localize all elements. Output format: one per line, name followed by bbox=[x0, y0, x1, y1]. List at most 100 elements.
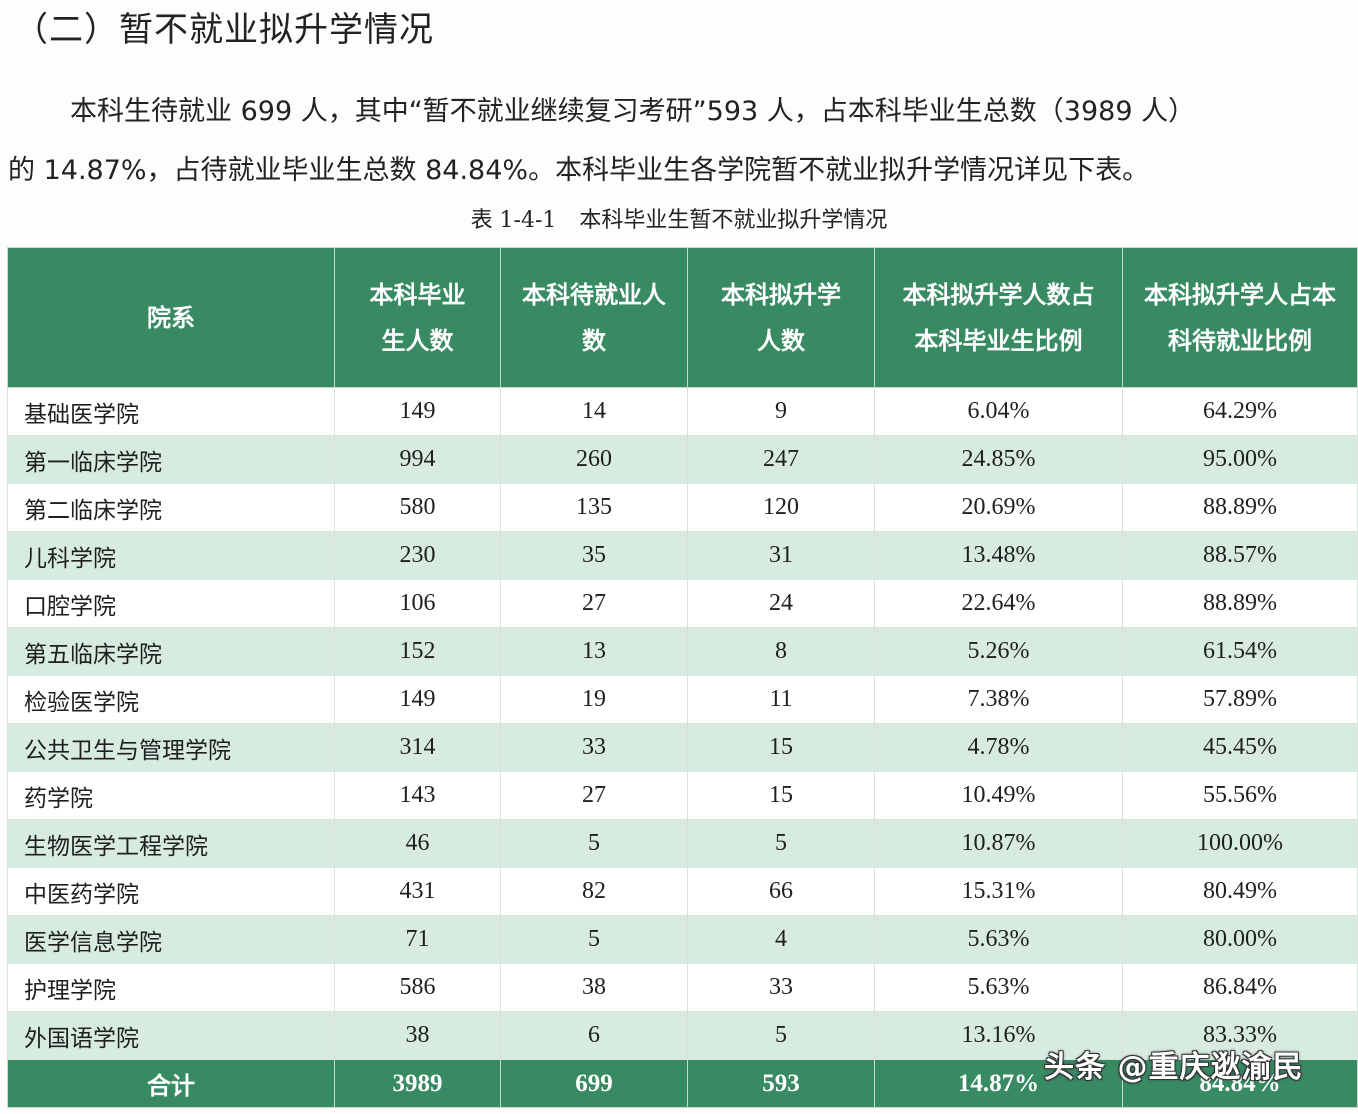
table-row: 儿科学院 230 35 31 13.48% 88.57% bbox=[7, 531, 1358, 580]
cell-further: 4 bbox=[687, 915, 875, 964]
cell-grads: 149 bbox=[334, 675, 501, 724]
cell-dept: 基础医学院 bbox=[7, 387, 335, 436]
total-further: 593 bbox=[687, 1059, 875, 1108]
header-dept: 院系 bbox=[7, 247, 335, 388]
cell-pct-pending: 86.84% bbox=[1122, 963, 1358, 1012]
paragraph-line-1: 本科生待就业 699 人，其中“暂不就业继续复习考研”593 人，占本科毕业生总… bbox=[70, 96, 1196, 127]
cell-pct-grads: 13.16% bbox=[874, 1011, 1123, 1060]
table-row: 生物医学工程学院 46 5 5 10.87% 100.00% bbox=[7, 819, 1358, 868]
cell-pending: 6 bbox=[500, 1011, 688, 1060]
cell-pct-grads: 4.78% bbox=[874, 723, 1123, 772]
cell-pct-grads: 7.38% bbox=[874, 675, 1123, 724]
cell-further: 5 bbox=[687, 819, 875, 868]
table-row: 医学信息学院 71 5 4 5.63% 80.00% bbox=[7, 915, 1358, 964]
further-study-table: 院系 本科毕业生人数 本科待就业人数 本科拟升学人数 本科拟升学人数占本科毕业生… bbox=[7, 247, 1358, 1108]
cell-pct-pending: 100.00% bbox=[1122, 819, 1358, 868]
cell-pct-grads: 10.49% bbox=[874, 771, 1123, 820]
cell-pct-grads: 13.48% bbox=[874, 531, 1123, 580]
cell-pct-grads: 15.31% bbox=[874, 867, 1123, 916]
cell-pct-pending: 80.49% bbox=[1122, 867, 1358, 916]
cell-dept: 第一临床学院 bbox=[7, 435, 335, 484]
cell-further: 120 bbox=[687, 483, 875, 532]
cell-pending: 82 bbox=[500, 867, 688, 916]
cell-dept: 儿科学院 bbox=[7, 531, 335, 580]
total-pct-grads: 14.87% bbox=[874, 1059, 1123, 1108]
cell-pct-pending: 83.33% bbox=[1122, 1011, 1358, 1060]
table-row: 第二临床学院 580 135 120 20.69% 88.89% bbox=[7, 483, 1358, 532]
cell-pct-pending: 95.00% bbox=[1122, 435, 1358, 484]
total-pending: 699 bbox=[500, 1059, 688, 1108]
cell-pct-pending: 64.29% bbox=[1122, 387, 1358, 436]
total-grads: 3989 bbox=[334, 1059, 501, 1108]
cell-grads: 152 bbox=[334, 627, 501, 676]
table-caption: 表 1-4-1 本科毕业生暂不就业拟升学情况 bbox=[0, 204, 1358, 238]
cell-dept: 药学院 bbox=[7, 771, 335, 820]
cell-dept: 检验医学院 bbox=[7, 675, 335, 724]
cell-pct-grads: 5.63% bbox=[874, 963, 1123, 1012]
cell-pct-pending: 55.56% bbox=[1122, 771, 1358, 820]
cell-pct-grads: 6.04% bbox=[874, 387, 1123, 436]
cell-pct-grads: 5.26% bbox=[874, 627, 1123, 676]
cell-pct-grads: 22.64% bbox=[874, 579, 1123, 628]
cell-grads: 994 bbox=[334, 435, 501, 484]
cell-dept: 外国语学院 bbox=[7, 1011, 335, 1060]
header-pending: 本科待就业人数 bbox=[500, 247, 688, 388]
cell-pending: 33 bbox=[500, 723, 688, 772]
table-total-row: 合计 3989 699 593 14.87% 84.84% bbox=[7, 1059, 1358, 1108]
cell-grads: 580 bbox=[334, 483, 501, 532]
cell-further: 9 bbox=[687, 387, 875, 436]
total-label: 合计 bbox=[7, 1059, 335, 1108]
header-pct-pending: 本科拟升学人占本科待就业比例 bbox=[1122, 247, 1358, 388]
cell-pending: 135 bbox=[500, 483, 688, 532]
cell-dept: 口腔学院 bbox=[7, 579, 335, 628]
cell-grads: 230 bbox=[334, 531, 501, 580]
watermark: 头条 @重庆逖渝民 bbox=[1044, 1050, 1304, 1085]
cell-grads: 314 bbox=[334, 723, 501, 772]
cell-further: 15 bbox=[687, 771, 875, 820]
cell-dept: 医学信息学院 bbox=[7, 915, 335, 964]
cell-further: 5 bbox=[687, 1011, 875, 1060]
paragraph-line-2: 的 14.87%，占待就业毕业生总数 84.84%。本科毕业生各学院暂不就业拟升… bbox=[8, 155, 1150, 186]
cell-pending: 5 bbox=[500, 915, 688, 964]
table-caption-number: 表 1-4-1 bbox=[470, 208, 557, 233]
cell-pending: 260 bbox=[500, 435, 688, 484]
cell-pending: 19 bbox=[500, 675, 688, 724]
table-row: 中医药学院 431 82 66 15.31% 80.49% bbox=[7, 867, 1358, 916]
cell-further: 11 bbox=[687, 675, 875, 724]
cell-further: 33 bbox=[687, 963, 875, 1012]
table-row: 基础医学院 149 14 9 6.04% 64.29% bbox=[7, 387, 1358, 436]
table-row: 第五临床学院 152 13 8 5.26% 61.54% bbox=[7, 627, 1358, 676]
table-row: 口腔学院 106 27 24 22.64% 88.89% bbox=[7, 579, 1358, 628]
total-pct-pending: 84.84% bbox=[1122, 1059, 1358, 1108]
cell-dept: 护理学院 bbox=[7, 963, 335, 1012]
cell-pending: 14 bbox=[500, 387, 688, 436]
cell-further: 24 bbox=[687, 579, 875, 628]
cell-pending: 27 bbox=[500, 579, 688, 628]
table-caption-title: 本科毕业生暂不就业拟升学情况 bbox=[579, 208, 888, 233]
cell-pct-grads: 20.69% bbox=[874, 483, 1123, 532]
header-pct-grads: 本科拟升学人数占本科毕业生比例 bbox=[874, 247, 1123, 388]
section-title: （二）暂不就业拟升学情况 bbox=[14, 10, 434, 50]
cell-further: 8 bbox=[687, 627, 875, 676]
cell-pct-pending: 61.54% bbox=[1122, 627, 1358, 676]
cell-pct-pending: 88.57% bbox=[1122, 531, 1358, 580]
cell-further: 247 bbox=[687, 435, 875, 484]
cell-grads: 38 bbox=[334, 1011, 501, 1060]
cell-pct-grads: 10.87% bbox=[874, 819, 1123, 868]
cell-pending: 27 bbox=[500, 771, 688, 820]
cell-further: 15 bbox=[687, 723, 875, 772]
cell-pct-pending: 88.89% bbox=[1122, 483, 1358, 532]
cell-dept: 第二临床学院 bbox=[7, 483, 335, 532]
cell-pct-pending: 88.89% bbox=[1122, 579, 1358, 628]
cell-grads: 586 bbox=[334, 963, 501, 1012]
cell-pct-pending: 57.89% bbox=[1122, 675, 1358, 724]
cell-grads: 143 bbox=[334, 771, 501, 820]
cell-grads: 71 bbox=[334, 915, 501, 964]
table-row: 检验医学院 149 19 11 7.38% 57.89% bbox=[7, 675, 1358, 724]
cell-pct-pending: 45.45% bbox=[1122, 723, 1358, 772]
cell-pending: 5 bbox=[500, 819, 688, 868]
header-further: 本科拟升学人数 bbox=[687, 247, 875, 388]
cell-pct-grads: 24.85% bbox=[874, 435, 1123, 484]
cell-dept: 公共卫生与管理学院 bbox=[7, 723, 335, 772]
cell-dept: 第五临床学院 bbox=[7, 627, 335, 676]
